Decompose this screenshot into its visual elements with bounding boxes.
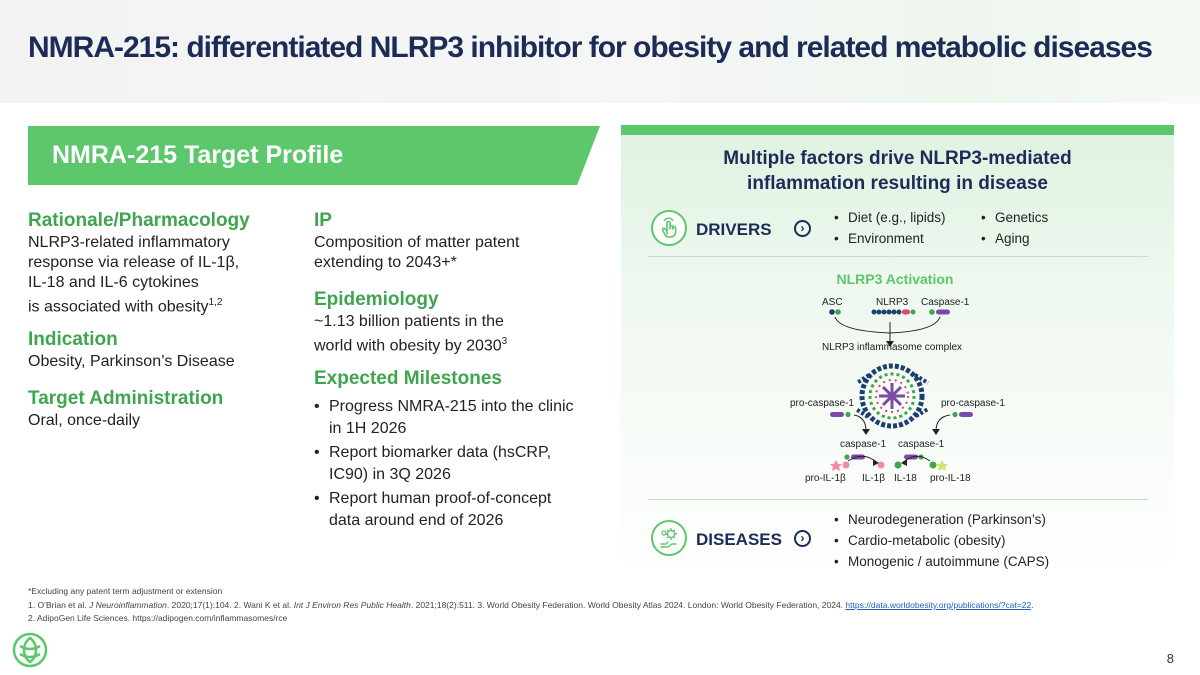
divider <box>648 499 1148 500</box>
ip-heading: IP <box>314 210 332 231</box>
inflammasome-icon <box>854 363 930 429</box>
indication-text: Obesity, Parkinson’s Disease <box>28 353 235 370</box>
epidemiology-text: ~1.13 billion patients in the world with… <box>314 312 507 356</box>
disease-item: Neurodegeneration (Parkinson’s) <box>832 509 1049 530</box>
ip-line: Composition of matter patent <box>314 234 520 251</box>
epidemiology-heading: Epidemiology <box>314 289 439 310</box>
pro-caspase-left-label: pro-caspase-1 <box>790 398 854 409</box>
pro-il18-icon <box>936 460 948 471</box>
panel-top-bar <box>621 125 1174 135</box>
rationale-heading: Rationale/Pharmacology <box>28 210 250 231</box>
pro-il18-label: pro-IL-18 <box>930 473 971 484</box>
driver-item: Environment <box>832 228 946 249</box>
page-title: NMRA-215: differentiated NLRP3 inhibitor… <box>28 31 1153 64</box>
footnote-3: 2. AdipoGen Life Sciences. https://adipo… <box>28 613 288 623</box>
footnote-ref: 3 <box>501 336 508 347</box>
nlrp3-label: NLRP3 <box>876 297 909 308</box>
divider <box>648 256 1148 257</box>
footnote-1: *Excluding any patent term adjustment or… <box>28 586 223 596</box>
pro-caspase-left-molecule <box>830 411 851 418</box>
il18-label: IL-18 <box>894 473 917 484</box>
title-band <box>0 0 1200 103</box>
drivers-list-2: Genetics Aging <box>979 207 1048 249</box>
administration-text: Oral, once-daily <box>28 412 141 429</box>
company-logo <box>12 632 48 668</box>
asc-label: ASC <box>822 297 843 308</box>
virus-hand-icon <box>651 520 687 556</box>
il1b-label: IL-1β <box>862 473 885 484</box>
milestones-list: Progress NMRA-215 into the clinic in 1H … <box>314 396 584 534</box>
nlrp3-activation-diagram: NLRP3 Activation ASC NLRP3 Caspase-1 NLR… <box>790 271 1005 484</box>
ip-line: extending to 2043+* <box>314 254 457 271</box>
drivers-label: DRIVERS <box>696 220 772 239</box>
caspase-right-label: caspase-1 <box>898 439 945 450</box>
page-number: 8 <box>1166 651 1174 666</box>
milestones-heading: Expected Milestones <box>314 368 502 389</box>
panel-heading-line: Multiple factors drive NLRP3-mediated <box>723 148 1072 169</box>
indication-heading: Indication <box>28 329 118 350</box>
rationale-line: response via release of IL-1β, <box>28 254 240 271</box>
epidemiology-line: world with obesity by 20303 <box>314 336 508 355</box>
pro-caspase-right-label: pro-caspase-1 <box>941 398 1005 409</box>
caspase-top-label: Caspase-1 <box>921 297 970 308</box>
hand-pointer-icon <box>651 210 687 246</box>
caspase-molecule <box>929 309 950 315</box>
nlrp3-molecule <box>871 309 916 315</box>
driver-item: Aging <box>979 228 1048 249</box>
caspase-left-label: caspase-1 <box>840 439 887 450</box>
profile-header: NMRA-215 Target Profile <box>52 141 344 169</box>
rationale-line: IL-18 and IL-6 cytokines <box>28 274 199 291</box>
complex-label: NLRP3 inflammasome complex <box>822 342 962 353</box>
diseases-list: Neurodegeneration (Parkinson’s) Cardio-m… <box>832 509 1049 572</box>
chevron-right-icon: › <box>794 220 811 237</box>
rationale-line: NLRP3-related inflammatory <box>28 234 230 251</box>
pro-caspase-right-molecule <box>952 411 973 418</box>
footnote-2: 1. O’Brian et al. J Neuroinflammation. 2… <box>28 600 1034 610</box>
profile-header-band <box>28 126 600 185</box>
panel-heading: Multiple factors drive NLRP3-mediated in… <box>621 146 1174 196</box>
pro-il1b-label: pro-IL-1β <box>805 473 846 484</box>
driver-item: Genetics <box>979 207 1048 228</box>
activation-title: NLRP3 Activation <box>837 271 954 287</box>
chevron-right-icon: › <box>794 530 811 547</box>
il18-icon <box>894 461 902 469</box>
milestone-item: Report human proof-of-concept data aroun… <box>314 488 584 532</box>
world-obesity-link[interactable]: https://data.worldobesity.org/publicatio… <box>845 600 1032 610</box>
epidemiology-line: ~1.13 billion patients in the <box>314 313 504 330</box>
il1b-icon <box>877 461 885 469</box>
ip-text: Composition of matter patent extending t… <box>314 233 519 273</box>
rationale-line: is associated with obesity1,2 <box>28 297 223 316</box>
milestone-item: Progress NMRA-215 into the clinic in 1H … <box>314 396 584 440</box>
disease-item: Monogenic / autoimmune (CAPS) <box>832 551 1049 572</box>
panel-heading-line: inflammation resulting in disease <box>747 173 1048 194</box>
milestone-item: Report biomarker data (hsCRP, IC90) in 3… <box>314 442 584 486</box>
rationale-text: NLRP3-related inflammatory response via … <box>28 233 239 317</box>
footnote-ref: 1,2 <box>208 297 223 308</box>
disease-item: Cardio-metabolic (obesity) <box>832 530 1049 551</box>
administration-heading: Target Administration <box>28 388 224 409</box>
asc-molecule <box>829 309 841 315</box>
nlrp3-panel <box>621 125 1174 581</box>
driver-item: Diet (e.g., lipids) <box>832 207 946 228</box>
caspase-left-molecule <box>844 454 865 460</box>
pro-il1b-icon <box>830 460 842 471</box>
diseases-label: DISEASES <box>696 530 782 549</box>
drivers-list-1: Diet (e.g., lipids) Environment <box>832 207 946 249</box>
